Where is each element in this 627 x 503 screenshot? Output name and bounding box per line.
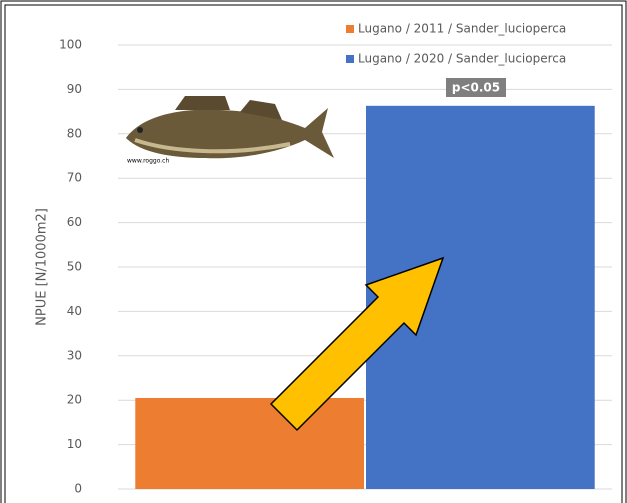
annotation-box: [446, 78, 506, 97]
y-tick-label: 60: [67, 215, 82, 229]
y-tick-label: 0: [74, 482, 82, 496]
bar: [135, 397, 364, 489]
legend-label: Lugano / 2011 / Sander_lucioperca: [358, 22, 566, 36]
y-tick-label: 80: [67, 126, 82, 140]
y-tick-label: 90: [67, 82, 82, 96]
arrow: [269, 256, 445, 432]
legend-swatch: [346, 55, 354, 63]
y-tick-label: 30: [67, 348, 82, 362]
legend-label: Lugano / 2020 / Sander_lucioperca: [358, 52, 566, 66]
bars: [135, 105, 595, 489]
y-tick-label: 70: [67, 171, 82, 185]
y-tick-label: 50: [67, 260, 82, 274]
y-tick-label: 40: [67, 304, 82, 318]
y-tick-label: 10: [67, 437, 82, 451]
fish-image: www.roggo.ch: [126, 96, 334, 165]
annotation: p<0.05: [452, 81, 500, 95]
y-axis-label: NPUE [N/1000m2]: [35, 208, 50, 326]
legend-swatch: [346, 25, 354, 33]
y-tick-label: 20: [67, 393, 82, 407]
y-tick-label: 100: [59, 38, 82, 52]
image-credit: www.roggo.ch: [127, 158, 169, 165]
